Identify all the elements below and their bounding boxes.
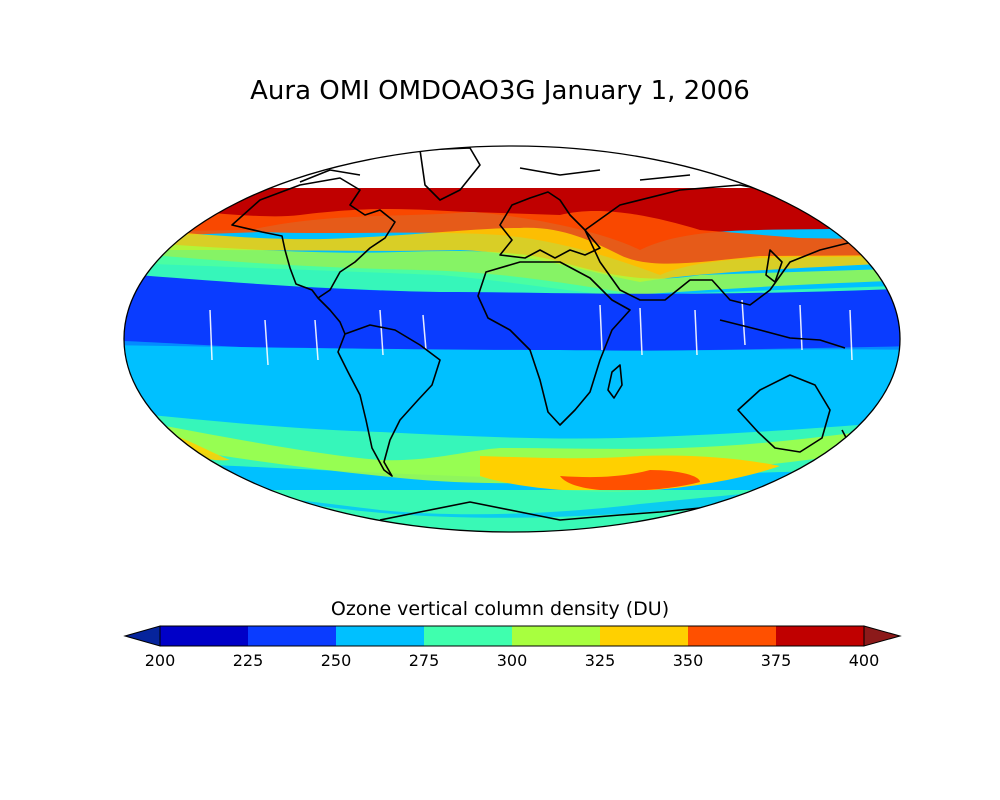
coast-australia xyxy=(737,374,831,453)
colorbar-bin-300-325 xyxy=(512,626,600,646)
colorbar-tick: 325 xyxy=(584,651,616,670)
world-map xyxy=(123,145,901,533)
colorbar-bin-350-375 xyxy=(688,626,776,646)
coast-south-america xyxy=(337,324,441,477)
band-tropics-225 xyxy=(124,272,900,351)
band-north-375 xyxy=(124,188,900,250)
coast-antarctica xyxy=(379,501,701,521)
colorbar-tick: 275 xyxy=(408,651,440,670)
ozone-field xyxy=(124,146,900,532)
map-boundary xyxy=(123,145,901,533)
colorbar-tick: 400 xyxy=(848,651,880,670)
colorbar-overflow-arrow xyxy=(863,625,902,647)
coast-arctic-islands xyxy=(299,167,691,183)
coast-indonesia xyxy=(719,319,846,349)
orbit-gaps xyxy=(209,299,853,366)
coast-madagascar xyxy=(607,364,623,399)
coast-africa xyxy=(477,261,631,426)
colorbar-bin-225-250 xyxy=(248,626,336,646)
coast-japan xyxy=(765,249,783,283)
colorbar-tick: 300 xyxy=(496,651,528,670)
colorbar-frame xyxy=(159,625,865,647)
colorbar-tick: 350 xyxy=(672,651,704,670)
colorbar-tick: 200 xyxy=(144,651,176,670)
coast-central-america xyxy=(317,297,346,335)
colorbar-bin-250-275 xyxy=(336,626,424,646)
colorbar-bin-275-300 xyxy=(424,626,512,646)
band-tropics-250-patch xyxy=(124,340,900,367)
colorbar-bin-200-225 xyxy=(160,626,248,646)
colorbar-bin-325-350 xyxy=(600,626,688,646)
colorbar-label: Ozone vertical column density (DU) xyxy=(330,598,670,620)
colorbar xyxy=(123,625,902,647)
coast-asia xyxy=(584,184,861,306)
coast-north-america xyxy=(231,177,396,299)
colorbar-tick: 375 xyxy=(760,651,792,670)
coast-europe xyxy=(499,191,601,259)
colorbar-tick: 225 xyxy=(232,651,264,670)
coast-greenland xyxy=(419,147,481,201)
band-south-350 xyxy=(560,470,700,491)
band-south-325 xyxy=(480,455,780,492)
chart-title: Aura OMI OMDOAO3G January 1, 2006 xyxy=(250,76,750,106)
no-data-polar-night xyxy=(124,146,900,188)
band-north-300 xyxy=(124,240,900,296)
band-north-350 xyxy=(124,205,900,275)
coastlines xyxy=(231,147,861,521)
colorbar-underflow-arrow xyxy=(123,625,161,647)
colorbar-bins xyxy=(160,626,864,646)
colorbar-bin-375-400 xyxy=(776,626,864,646)
colorbar-tick: 250 xyxy=(320,651,352,670)
